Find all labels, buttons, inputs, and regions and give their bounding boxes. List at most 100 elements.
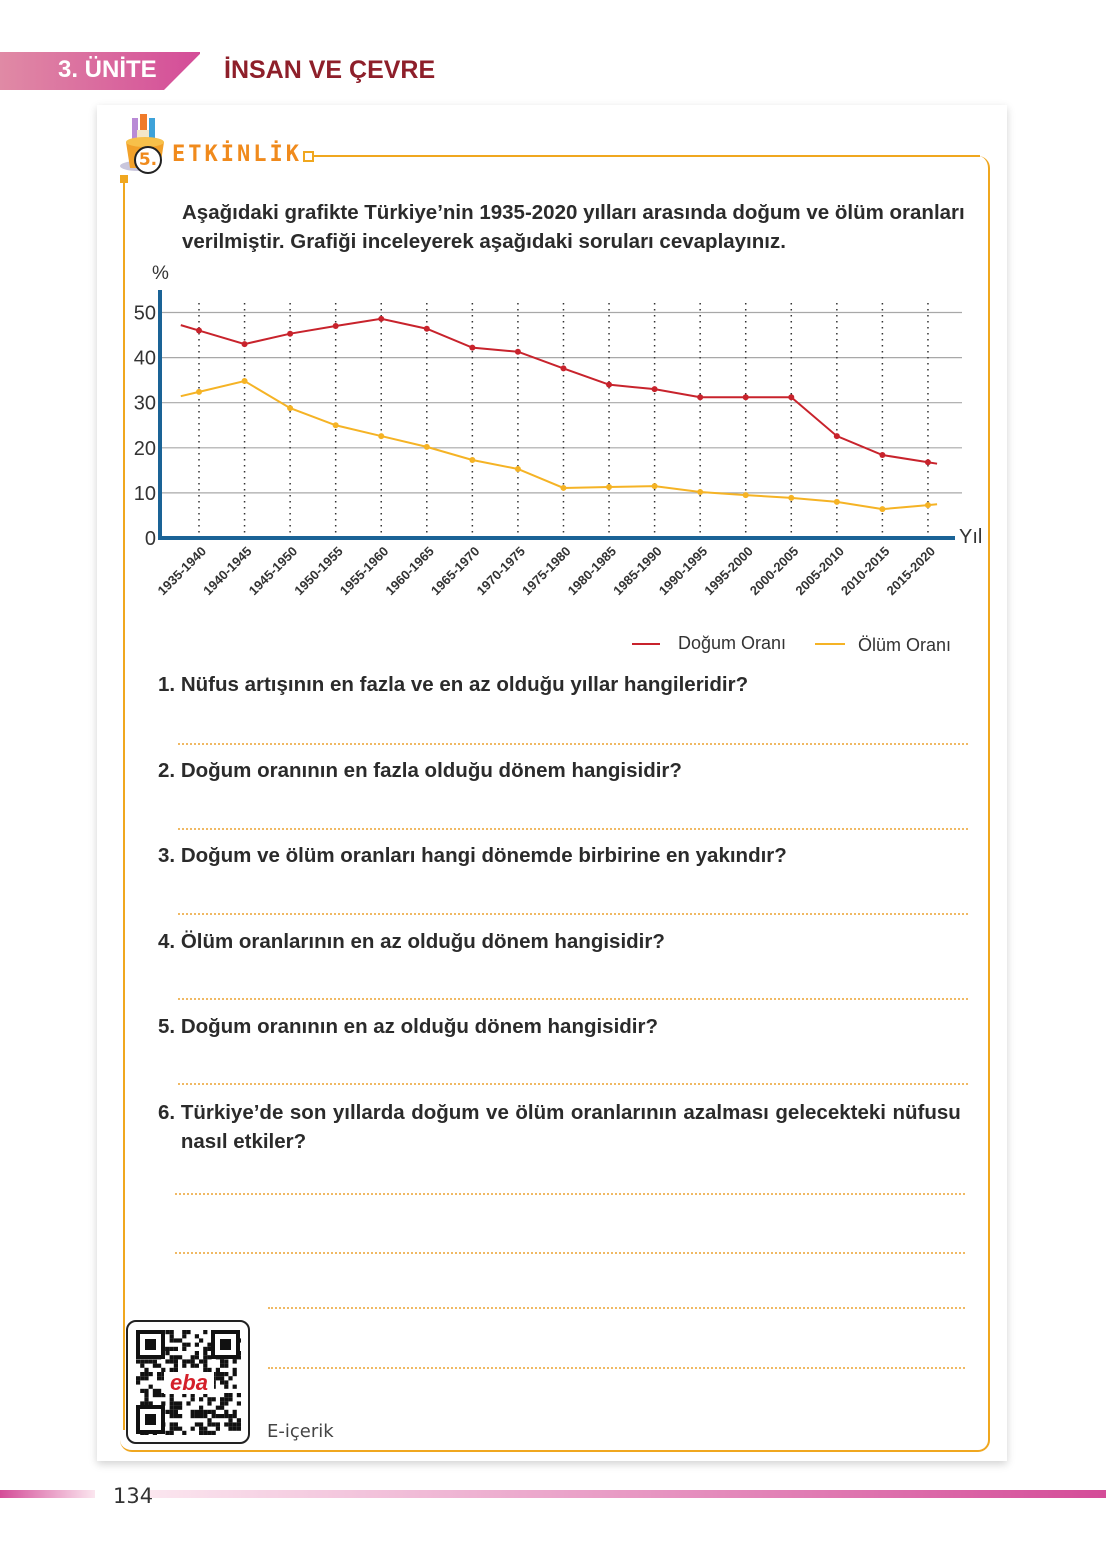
qr-module bbox=[194, 1414, 199, 1419]
answer-line[interactable] bbox=[268, 1307, 965, 1309]
qr-finder bbox=[145, 1339, 156, 1350]
x-tick-label: 1940-1945 bbox=[200, 544, 255, 599]
qr-module bbox=[157, 1363, 162, 1368]
question-number: 4. bbox=[158, 930, 176, 953]
data-point bbox=[332, 323, 339, 330]
answer-line[interactable] bbox=[178, 913, 968, 915]
qr-module bbox=[157, 1388, 162, 1393]
qr-module bbox=[169, 1414, 174, 1419]
data-point bbox=[833, 498, 840, 505]
qr-module bbox=[144, 1401, 149, 1406]
qr-module bbox=[182, 1430, 187, 1435]
qr-module bbox=[169, 1430, 174, 1435]
x-tick-label: 1965-1970 bbox=[428, 544, 483, 599]
qr-module bbox=[199, 1430, 204, 1435]
qr-module bbox=[157, 1372, 162, 1377]
qr-module bbox=[232, 1359, 237, 1364]
qr-module bbox=[169, 1367, 174, 1372]
qr-module bbox=[224, 1422, 229, 1427]
qr-module bbox=[186, 1359, 191, 1364]
answer-line[interactable] bbox=[175, 1252, 965, 1254]
y-tick-label: 10 bbox=[134, 483, 156, 505]
qr-module bbox=[178, 1426, 183, 1431]
frame-square bbox=[303, 151, 314, 162]
qr-module bbox=[173, 1409, 178, 1414]
answer-line[interactable] bbox=[178, 1083, 968, 1085]
question-2: 2. Doğum oranının en fazla olduğu dönem … bbox=[158, 756, 968, 785]
qr-module bbox=[169, 1397, 174, 1402]
data-point bbox=[196, 388, 202, 395]
page-number: 134 bbox=[113, 1484, 154, 1508]
qr-module bbox=[224, 1380, 229, 1385]
qr-module bbox=[228, 1426, 233, 1431]
data-point bbox=[788, 394, 795, 401]
qr-module bbox=[203, 1430, 208, 1435]
qr-code[interactable]: eba bbox=[126, 1320, 250, 1444]
qr-module bbox=[199, 1414, 204, 1419]
qr-module bbox=[194, 1342, 199, 1347]
qr-module bbox=[215, 1426, 220, 1431]
qr-module bbox=[211, 1414, 216, 1419]
answer-line[interactable] bbox=[178, 828, 968, 830]
qr-module bbox=[169, 1346, 174, 1351]
qr-module bbox=[152, 1363, 157, 1368]
x-tick-label: 1950-1955 bbox=[291, 544, 346, 599]
answer-line[interactable] bbox=[268, 1367, 965, 1369]
qr-module bbox=[136, 1359, 141, 1364]
qr-module bbox=[182, 1346, 187, 1351]
y-tick-label: 20 bbox=[134, 438, 156, 460]
qr-module bbox=[199, 1409, 204, 1414]
data-point bbox=[423, 443, 430, 450]
qr-module bbox=[224, 1401, 229, 1406]
qr-module bbox=[211, 1422, 216, 1427]
data-point bbox=[606, 484, 613, 491]
answer-line[interactable] bbox=[178, 998, 968, 1000]
qr-finder bbox=[220, 1339, 231, 1350]
qr-module bbox=[148, 1401, 153, 1406]
qr-module bbox=[144, 1393, 149, 1398]
question-3: 3. Doğum ve ölüm oranları hangi dönemde … bbox=[158, 841, 968, 870]
activity-number: 5. bbox=[134, 146, 162, 174]
data-point bbox=[287, 405, 294, 412]
qr-module bbox=[194, 1363, 199, 1368]
qr-module bbox=[190, 1359, 195, 1364]
answer-line[interactable] bbox=[178, 743, 968, 745]
qr-module bbox=[178, 1401, 183, 1406]
qr-module bbox=[207, 1342, 212, 1347]
x-tick-label: 1935-1940 bbox=[155, 544, 210, 599]
qr-module bbox=[190, 1363, 195, 1368]
activity-frame bbox=[120, 156, 990, 1452]
data-point bbox=[560, 484, 567, 491]
qr-module bbox=[190, 1397, 195, 1402]
x-tick-label: 2010-2015 bbox=[838, 544, 893, 599]
qr-module bbox=[169, 1359, 174, 1364]
qr-module bbox=[194, 1351, 199, 1356]
data-point bbox=[560, 365, 567, 372]
qr-module bbox=[173, 1359, 178, 1364]
y-tick-label: 0 bbox=[145, 528, 156, 550]
qr-module bbox=[161, 1376, 166, 1381]
qr-module bbox=[203, 1367, 208, 1372]
data-point bbox=[924, 502, 931, 509]
qr-module bbox=[203, 1426, 208, 1431]
qr-module bbox=[169, 1409, 174, 1414]
qr-module bbox=[228, 1414, 233, 1419]
qr-module bbox=[232, 1426, 237, 1431]
qr-module bbox=[148, 1372, 153, 1377]
question-text: Nüfus artışının en fazla ve en az olduğu… bbox=[180, 673, 749, 696]
qr-module bbox=[165, 1351, 170, 1356]
qr-module bbox=[190, 1414, 195, 1419]
qr-module bbox=[144, 1397, 149, 1402]
series-line-death-rate bbox=[180, 379, 938, 511]
legend-label-birth: Doğum Oranı bbox=[678, 633, 786, 653]
qr-module bbox=[207, 1418, 212, 1423]
qr-module bbox=[152, 1388, 157, 1393]
answer-line[interactable] bbox=[175, 1193, 965, 1195]
qr-module bbox=[173, 1414, 178, 1419]
qr-module bbox=[232, 1409, 237, 1414]
data-point bbox=[378, 315, 385, 322]
line-chart: % Yıl 1935-19401940-19451945-19501950-19… bbox=[134, 263, 983, 655]
x-tick-label: 2000-2005 bbox=[747, 544, 802, 599]
qr-module bbox=[207, 1422, 212, 1427]
qr-module bbox=[173, 1338, 178, 1343]
